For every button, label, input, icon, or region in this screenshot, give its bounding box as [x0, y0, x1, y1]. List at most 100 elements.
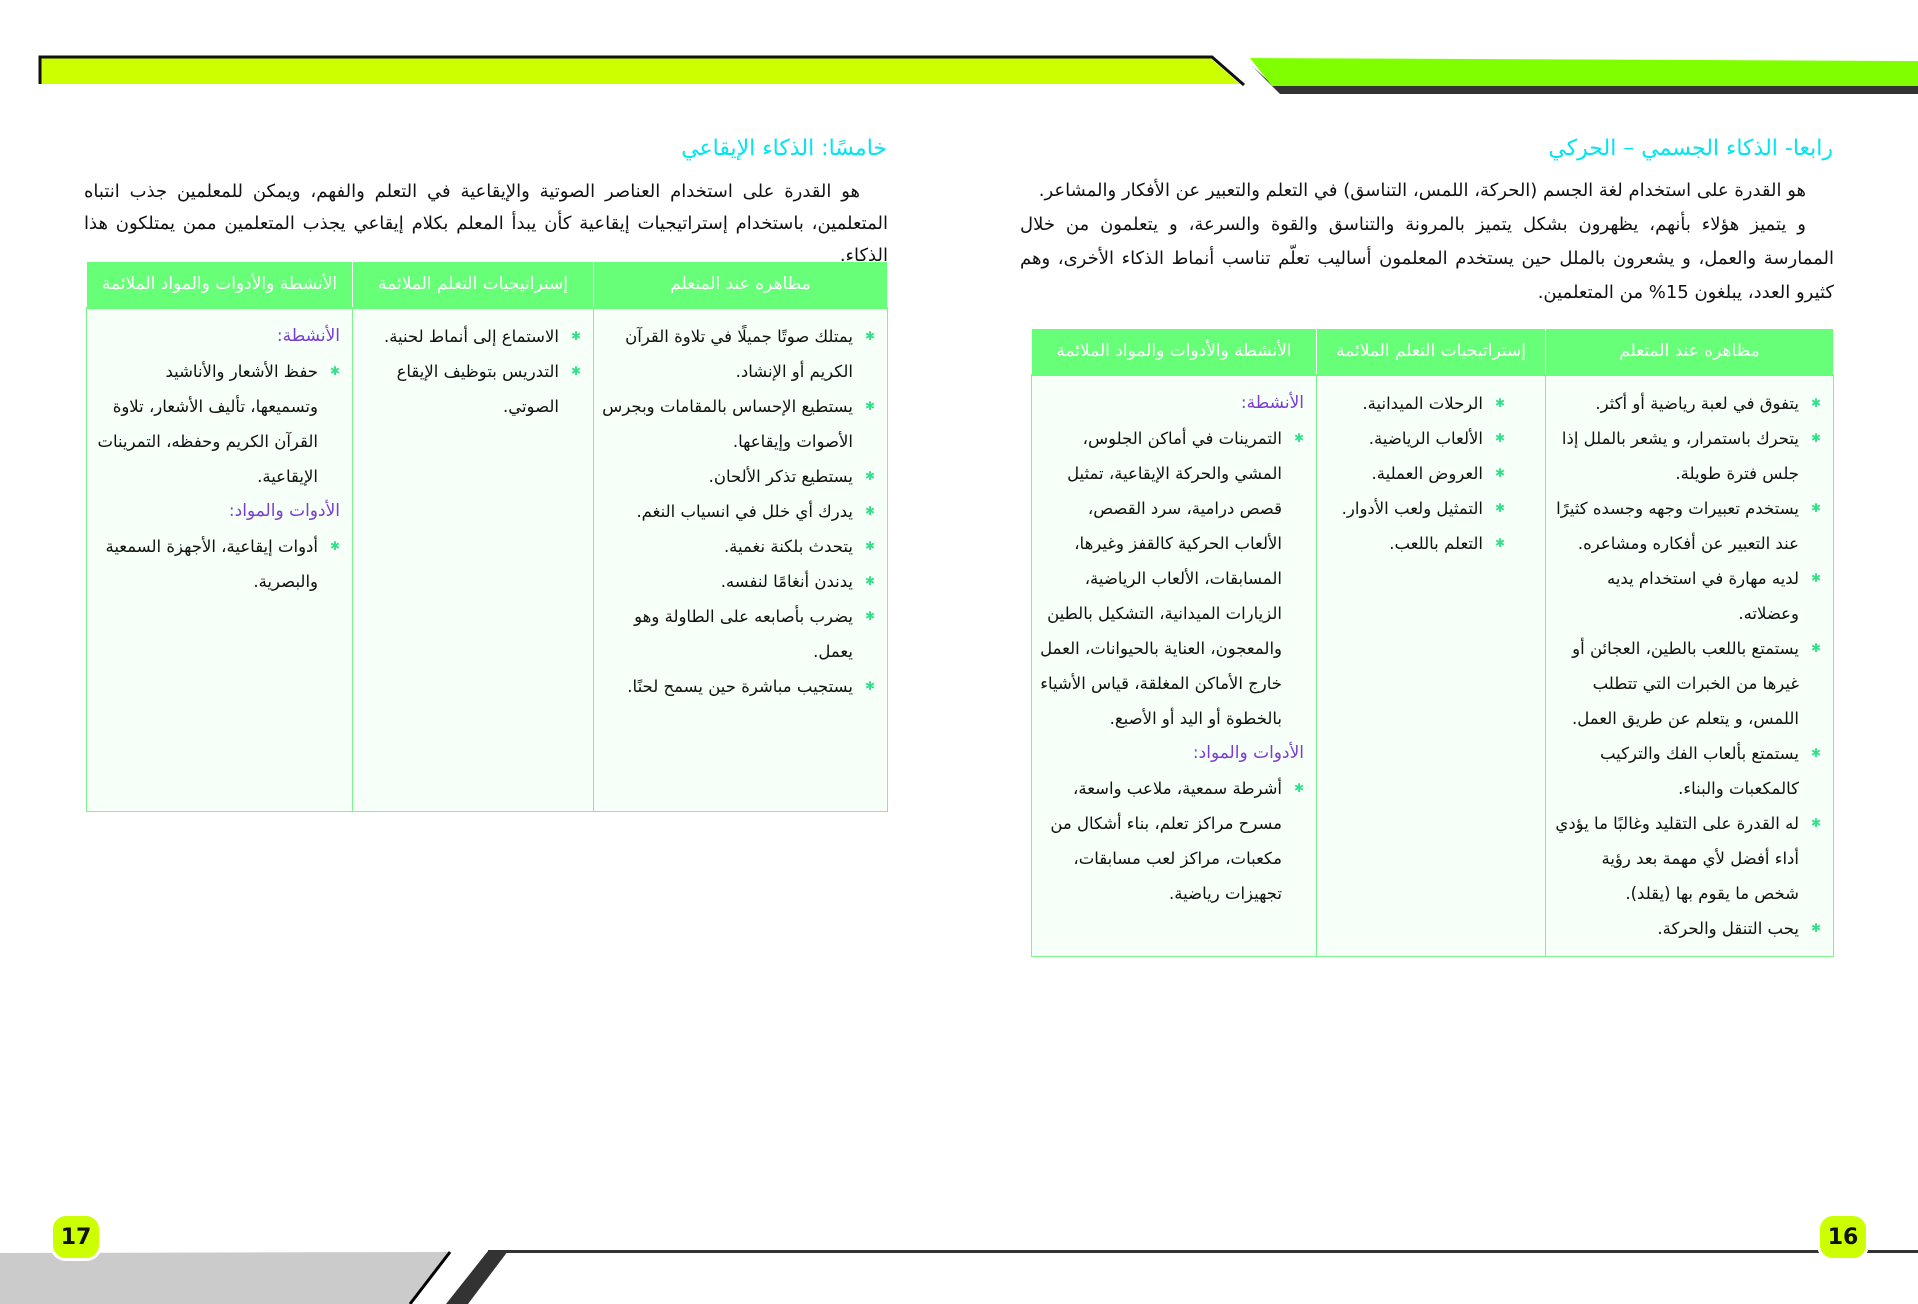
list-item-text: أدوات إيقاعية، الأجهزة السمعية والبصرية.	[105, 536, 318, 591]
list-item: ✱ التمرينات في أماكن الجلوس، المشي والحرك…	[1040, 421, 1304, 736]
list-item: ✱ الألعاب الرياضية.	[1325, 421, 1505, 456]
list-item: ✱ يدندن أنغامًا لنفسه.	[602, 564, 875, 599]
top-decoration	[38, 55, 1918, 94]
column-header: إستراتيجيات التعلم الملائمة	[352, 261, 594, 309]
star-bullet-icon: ✱	[1293, 430, 1304, 445]
page-number-right: 16	[1817, 1213, 1869, 1261]
star-bullet-icon: ✱	[864, 608, 875, 623]
traits-cell: ✱ يتفوق في لعبة رياضية أو أكثر. ✱ يتحرك باس…	[1545, 374, 1834, 957]
list-item-text: أشرطة سمعية، ملاعب واسعة، مسرح مراكز تعل…	[1050, 778, 1282, 903]
star-bullet-icon: ✱	[864, 573, 875, 588]
paragraph: هو القدرة على استخدام لغة الجسم (الحركة،…	[1038, 180, 1806, 201]
list-item-text: يستخدم تعبيرات وجهه وجسده كثيرًا عند الت…	[1556, 498, 1799, 553]
list-item: ✱ يستمتع باللعب بالطين، العجائن أو غيرها …	[1554, 631, 1821, 736]
star-bullet-icon: ✱	[329, 538, 340, 553]
column-header: مظاهره عند المتعلم	[1545, 328, 1834, 376]
strategies-cell: ✱ الاستماع إلى أنماط لحنية. ✱ التدريس بتوظي…	[352, 307, 594, 812]
list-item-text: التعلم باللعب.	[1389, 533, 1483, 553]
list-item-text: يستجيب مباشرة حين يسمح لحنًا.	[627, 676, 853, 696]
list-item-text: يتحدث بلكنة نغمية.	[723, 536, 853, 556]
star-bullet-icon: ✱	[864, 468, 875, 483]
list-item: ✱ يستطيع تذكر الألحان.	[602, 459, 875, 494]
star-bullet-icon: ✱	[864, 538, 875, 553]
list-item: ✱ الاستماع إلى أنماط لحنية.	[361, 319, 581, 354]
list-item: ✱ يتفوق في لعبة رياضية أو أكثر.	[1554, 386, 1821, 421]
star-bullet-icon: ✱	[1810, 570, 1821, 585]
list-item: ✱ لديه مهارة في استخدام يديه وعضلاته.	[1554, 561, 1821, 631]
strategies-cell: ✱ الرحلات الميدانية. ✱ الألعاب الرياضية. ✱ ال…	[1316, 374, 1546, 957]
list-item: ✱ يستمتع بألعاب الفك والتركيب كالمكعبات و…	[1554, 736, 1821, 806]
list-item-text: يستطيع الإحساس بالمقامات وبجرس الأصوات و…	[602, 396, 853, 451]
star-bullet-icon: ✱	[864, 678, 875, 693]
paragraph: هو القدرة على استخدام العناصر الصوتية وا…	[84, 181, 888, 266]
list-item-text: يضرب بأصابعه على الطاولة وهو يعمل.	[634, 606, 853, 661]
activities-cell: الأنشطة: ✱ التمرينات في أماكن الجلوس، الم…	[1031, 374, 1317, 957]
star-bullet-icon: ✱	[570, 363, 581, 378]
list-item-text: الرحلات الميدانية.	[1362, 393, 1483, 413]
tools-label: الأدوات والمواد:	[1192, 742, 1304, 763]
traits-cell: ✱ يمتلك صوتًا جميلًا في تلاوة القرآن الكر…	[593, 307, 888, 812]
list-item-text: يدندن أنغامًا لنفسه.	[720, 571, 853, 591]
star-bullet-icon: ✱	[1494, 500, 1505, 515]
star-bullet-icon: ✱	[864, 328, 875, 343]
rhythmic-table: مظاهره عند المتعلم إستراتيجيات التعلم ال…	[86, 261, 888, 812]
list-item: ✱ يستخدم تعبيرات وجهه وجسده كثيرًا عند ال…	[1554, 491, 1821, 561]
list-item-text: يتفوق في لعبة رياضية أو أكثر.	[1595, 393, 1799, 413]
intro-paragraph: هو القدرة على استخدام لغة الجسم (الحركة،…	[1020, 174, 1834, 310]
list-item-text: التمرينات في أماكن الجلوس، المشي والحركة…	[1040, 428, 1282, 728]
star-bullet-icon: ✱	[1810, 815, 1821, 830]
list-item-text: الألعاب الرياضية.	[1368, 428, 1483, 448]
tools-label: الأدوات والمواد:	[228, 500, 340, 521]
page-number-left: 17	[50, 1213, 102, 1261]
list-item-text: لديه مهارة في استخدام يديه وعضلاته.	[1606, 568, 1799, 623]
list-item: ✱ حفظ الأشعار والأناشيد وتسميعها، تأليف ا…	[95, 354, 341, 494]
star-bullet-icon: ✱	[1494, 430, 1505, 445]
section-heading-rhythmic: خامسًا: الذكاء الإيقاعي	[681, 136, 887, 161]
bottom-decoration	[0, 1250, 1918, 1304]
list-item-text: يستمتع بألعاب الفك والتركيب كالمكعبات وا…	[1599, 743, 1799, 798]
list-item: ✱ أدوات إيقاعية، الأجهزة السمعية والبصرية…	[95, 529, 340, 599]
star-bullet-icon: ✱	[1494, 535, 1505, 550]
list-item: ✱ يتحرك باستمرار، و يشعر بالملل إذا جلس ف…	[1554, 421, 1821, 491]
star-bullet-icon: ✱	[1810, 920, 1821, 935]
list-item: ✱ العروض العملية.	[1325, 456, 1505, 491]
star-bullet-icon: ✱	[329, 363, 340, 378]
star-bullet-icon: ✱	[1810, 500, 1821, 515]
activities-cell: الأنشطة: ✱ حفظ الأشعار والأناشيد وتسميعها…	[86, 307, 353, 812]
list-item-text: يتحرك باستمرار، و يشعر بالملل إذا جلس فت…	[1561, 428, 1799, 483]
section-heading-kinesthetic: رابعا- الذكاء الجسمي – الحركي	[1548, 136, 1833, 161]
paragraph: و يتميز هؤلاء بأنهم، يظهرون بشكل يتميز ب…	[1020, 214, 1834, 303]
list-item: ✱ له القدرة على التقليد وغالبًا ما يؤدي أ…	[1554, 806, 1821, 911]
star-bullet-icon: ✱	[1494, 465, 1505, 480]
star-bullet-icon: ✱	[1494, 395, 1505, 410]
star-bullet-icon: ✱	[570, 328, 581, 343]
list-item: ✱ التعلم باللعب.	[1325, 526, 1505, 561]
list-item: ✱ يضرب بأصابعه على الطاولة وهو يعمل.	[602, 599, 875, 669]
list-item: ✱ التدريس بتوظيف الإيقاع الصوتي.	[361, 354, 581, 424]
activities-label: الأنشطة:	[1240, 392, 1304, 413]
star-bullet-icon: ✱	[1810, 430, 1821, 445]
star-bullet-icon: ✱	[864, 503, 875, 518]
star-bullet-icon: ✱	[864, 398, 875, 413]
list-item-text: يستطيع تذكر الألحان.	[708, 466, 853, 486]
list-item: ✱ الرحلات الميدانية.	[1325, 386, 1505, 421]
list-item-text: له القدرة على التقليد وغالبًا ما يؤدي أد…	[1555, 813, 1799, 903]
column-header: الأنشطة والأدوات والمواد الملائمة	[1031, 328, 1317, 376]
column-header: إستراتيجيات التعلم الملائمة	[1316, 328, 1546, 376]
list-item-text: يستمتع باللعب بالطين، العجائن أو غيرها م…	[1572, 638, 1799, 728]
list-item-text: الاستماع إلى أنماط لحنية.	[383, 326, 559, 346]
list-item: ✱ يحب التنقل والحركة.	[1554, 911, 1821, 946]
list-item: ✱ التمثيل ولعب الأدوار.	[1325, 491, 1505, 526]
star-bullet-icon: ✱	[1810, 745, 1821, 760]
list-item-text: يحب التنقل والحركة.	[1657, 918, 1799, 938]
list-item-text: العروض العملية.	[1371, 463, 1483, 483]
list-item-text: حفظ الأشعار والأناشيد وتسميعها، تأليف ال…	[97, 361, 319, 486]
list-item: ✱ يتحدث بلكنة نغمية.	[602, 529, 875, 564]
list-item: ✱ يمتلك صوتًا جميلًا في تلاوة القرآن الكر…	[602, 319, 875, 389]
star-bullet-icon: ✱	[1293, 780, 1304, 795]
intro-paragraph: هو القدرة على استخدام العناصر الصوتية وا…	[84, 176, 888, 272]
column-header: مظاهره عند المتعلم	[593, 261, 888, 309]
kinesthetic-table: مظاهره عند المتعلم إستراتيجيات التعلم ال…	[1031, 328, 1834, 957]
list-item: ✱ أشرطة سمعية، ملاعب واسعة، مسرح مراكز تع…	[1040, 771, 1304, 911]
list-item-text: يدرك أي خلل في انسياب النغم.	[636, 501, 853, 521]
